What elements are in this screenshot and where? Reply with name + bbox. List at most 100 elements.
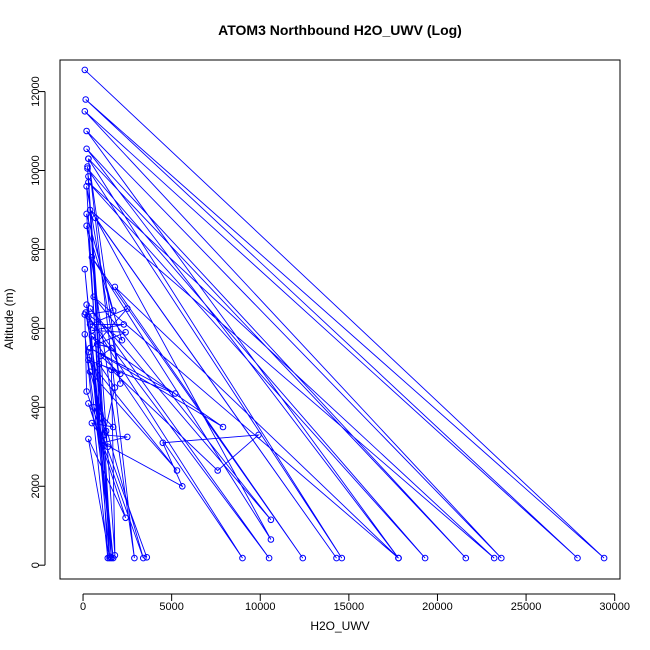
- chart-title: ATOM3 Northbound H2O_UWV (Log): [218, 22, 462, 38]
- data-point: [108, 344, 115, 352]
- data-point: [267, 516, 275, 524]
- data-point: [111, 384, 119, 391]
- data-point: [490, 554, 498, 562]
- data-point: [83, 145, 90, 153]
- x-tick-label: 15000: [334, 601, 365, 613]
- data-point: [90, 404, 97, 411]
- y-axis: 0 2000 4000 6000 8000 10000 12000: [30, 76, 46, 568]
- x-tick-label: 25000: [511, 601, 542, 613]
- data-point: [104, 554, 112, 562]
- data-point: [92, 214, 99, 222]
- data-point: [159, 439, 167, 447]
- data-point: [267, 536, 275, 543]
- x-tick-label: 10000: [245, 601, 276, 613]
- data-point: [173, 467, 181, 474]
- x-tick-label: 20000: [422, 601, 453, 613]
- data-point: [143, 554, 151, 561]
- data-point: [117, 370, 124, 378]
- data-point: [462, 554, 470, 562]
- data-point: [102, 427, 110, 435]
- data-point: [600, 554, 608, 562]
- data-point: [81, 66, 89, 74]
- y-axis-label: Altitude (m): [2, 288, 16, 349]
- data-point: [117, 380, 124, 387]
- data-point: [86, 368, 94, 376]
- x-tick-label: 5000: [159, 601, 183, 613]
- data-point: [395, 554, 402, 562]
- data-point: [299, 554, 307, 562]
- data-point: [83, 301, 90, 309]
- data-point: [104, 443, 112, 451]
- data-point: [93, 340, 101, 348]
- data-point: [85, 348, 92, 356]
- data-point: [88, 419, 96, 427]
- x-tick-label: 0: [80, 601, 86, 613]
- data-point: [83, 183, 90, 190]
- data-point: [111, 283, 119, 291]
- data-point: [85, 155, 92, 162]
- y-tick-label: 4000: [30, 395, 42, 419]
- data-point: [239, 554, 246, 562]
- data-point: [109, 307, 117, 314]
- data-point: [82, 96, 89, 103]
- data-point: [171, 390, 179, 397]
- data-point: [421, 554, 429, 562]
- data-point: [109, 423, 117, 431]
- data-point: [86, 206, 94, 214]
- data-point: [214, 467, 221, 474]
- y-tick-label: 0: [30, 562, 42, 568]
- data-point: [90, 293, 97, 301]
- data-point: [498, 554, 505, 562]
- data-point: [86, 321, 94, 328]
- data-point: [84, 165, 91, 172]
- data-point: [124, 433, 131, 441]
- series-points: [81, 66, 608, 562]
- data-point: [85, 400, 92, 407]
- y-tick-label: 8000: [30, 237, 42, 261]
- data-point: [140, 554, 147, 562]
- data-point: [120, 321, 128, 328]
- data-point: [88, 327, 96, 334]
- data-point: [81, 265, 89, 273]
- data-point: [95, 360, 103, 368]
- data-point: [97, 352, 105, 360]
- data-point: [255, 431, 262, 439]
- data-point: [131, 554, 138, 562]
- data-point: [179, 483, 186, 490]
- series-lines: [84, 69, 605, 559]
- data-point: [118, 336, 126, 344]
- data-point: [88, 253, 96, 261]
- data-point: [122, 514, 129, 522]
- data-point: [219, 423, 227, 431]
- data-point: [333, 554, 340, 562]
- data-point: [86, 344, 94, 352]
- data-point: [81, 331, 89, 338]
- data-point: [101, 431, 108, 439]
- data-point: [99, 439, 106, 447]
- data-point: [84, 163, 91, 170]
- data-point: [108, 366, 115, 374]
- data-point: [85, 356, 92, 364]
- x-axis: 0 5000 10000 15000 20000 25000 30000: [80, 593, 630, 613]
- x-axis-label: H2O_UWV: [310, 619, 369, 633]
- data-point: [85, 435, 92, 443]
- data-point: [83, 222, 90, 230]
- x-tick-label: 30000: [599, 601, 630, 613]
- data-point: [124, 305, 131, 312]
- data-point: [85, 173, 92, 180]
- y-tick-label: 10000: [30, 155, 42, 186]
- data-point: [86, 305, 94, 312]
- y-tick-label: 12000: [30, 76, 42, 107]
- plot-frame: [59, 59, 621, 580]
- data-point: [574, 554, 581, 562]
- data-point: [83, 127, 90, 135]
- data-point: [83, 388, 90, 395]
- data-point: [81, 311, 89, 318]
- data-point: [108, 554, 115, 561]
- y-tick-label: 2000: [30, 474, 42, 498]
- data-point: [265, 554, 273, 562]
- series-line: [84, 69, 605, 559]
- data-point: [83, 210, 90, 218]
- data-point: [122, 329, 129, 336]
